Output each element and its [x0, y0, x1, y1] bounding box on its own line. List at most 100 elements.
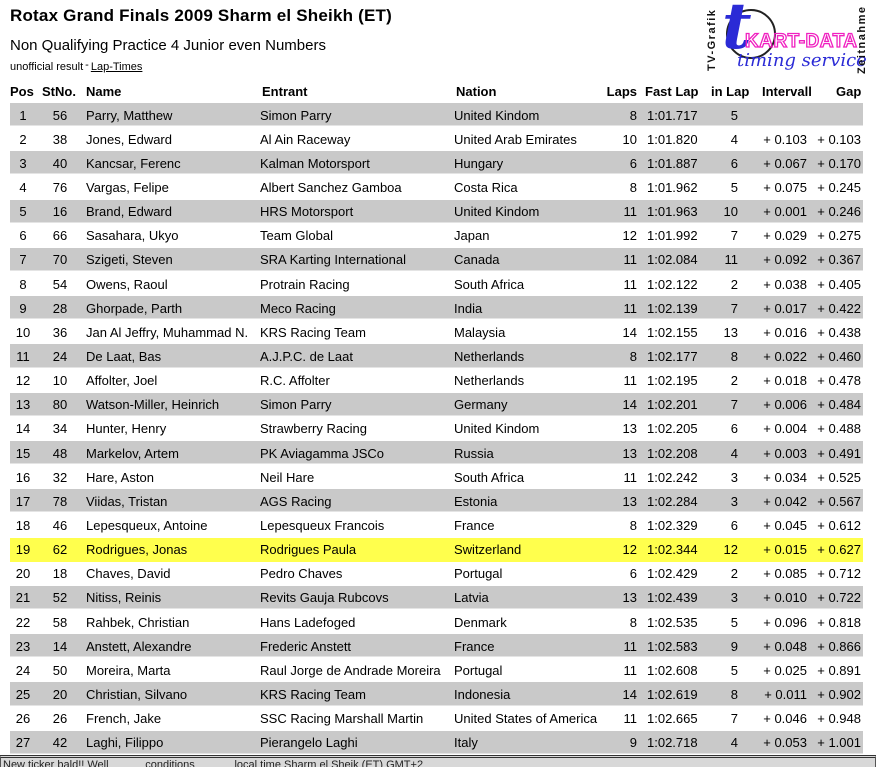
cell-name: Affolter, Joel	[86, 373, 158, 389]
cell-gap: + 0.612	[817, 517, 861, 533]
cell-intervall: + 0.011	[764, 686, 807, 702]
cell-stno: 28	[52, 300, 68, 316]
cell-fast-lap: 1:01.820	[647, 131, 698, 147]
cell-name: Rahbek, Christian	[86, 614, 190, 630]
cell-laps: 11	[623, 638, 638, 654]
cell-gap: + 0.491	[817, 445, 861, 461]
cell-stno: 20	[52, 686, 68, 702]
cell-fast-lap: 1:02.344	[647, 542, 698, 558]
cell-intervall: + 0.003	[763, 445, 807, 461]
cell-in-lap: 7	[730, 300, 738, 316]
cell-laps: 10	[622, 131, 637, 147]
cell-intervall: + 0.053	[763, 735, 807, 751]
cell-laps: 11	[623, 662, 638, 678]
cell-nation: United Arab Emirates	[454, 131, 577, 147]
cell-intervall: + 0.075	[763, 179, 807, 195]
cell-gap: + 0.246	[817, 204, 861, 220]
cell-gap: + 0.422	[817, 300, 861, 316]
cell-laps: 11	[623, 300, 638, 316]
cell-stno: 62	[52, 542, 68, 558]
cell-in-lap: 3	[730, 590, 738, 606]
cell-nation: South Africa	[454, 276, 525, 292]
cell-fast-lap: 1:02.329	[647, 517, 698, 533]
cell-fast-lap: 1:01.962	[647, 179, 698, 195]
table-row: 17 78 Viidas, Tristan AGS Racing Estonia 13 1:…	[10, 489, 863, 514]
cell-stno: 52	[52, 590, 68, 606]
cell-entrant: Raul Jorge de Andrade Moreira	[260, 662, 441, 678]
cell-fast-lap: 1:02.155	[647, 324, 698, 340]
cell-gap: + 0.405	[817, 276, 861, 292]
cell-entrant: Pedro Chaves	[260, 566, 343, 582]
cell-nation: Malaysia	[454, 324, 506, 340]
table-row: 1 56 Parry, Matthew Simon Parry United Kindo…	[10, 103, 863, 128]
logo-t-icon: t	[722, 0, 752, 64]
cell-laps: 11	[623, 276, 638, 292]
cell-name: Owens, Raoul	[86, 276, 168, 292]
cell-intervall: + 0.034	[763, 469, 807, 485]
cell-name: Jan Al Jeffry, Muhammad N.	[86, 324, 249, 340]
cell-intervall: + 0.016	[763, 324, 807, 340]
cell-stno: 76	[52, 179, 68, 195]
column-header-stno: StNo.	[42, 84, 76, 99]
zeitnahme-label: Zeitnahme	[856, 5, 868, 75]
column-header-name: Name	[86, 84, 122, 99]
cell-entrant: Team Global	[260, 228, 333, 244]
cell-intervall: + 0.038	[763, 276, 807, 292]
cell-in-lap: 9	[730, 638, 738, 654]
cell-nation: Portugal	[454, 566, 503, 582]
cell-nation: Hungary	[454, 155, 504, 171]
cell-name: Markelov, Artem	[86, 445, 179, 461]
cell-intervall: + 0.048	[763, 638, 807, 654]
cell-gap: + 1.001	[817, 735, 861, 751]
cell-gap: + 0.712	[817, 566, 861, 582]
cell-fast-lap: 1:02.583	[647, 638, 698, 654]
cell-stno: 40	[52, 155, 68, 171]
table-row: 21 52 Nitiss, Reinis Revits Gauja Rubcovs La…	[10, 585, 863, 610]
table-row: 16 32 Hare, Aston Neil Hare South Africa 11 1:…	[10, 465, 863, 489]
cell-fast-lap: 1:02.139	[647, 300, 698, 316]
table-row: 14 34 Hunter, Henry Strawberry Racing United…	[10, 417, 863, 441]
cell-fast-lap: 1:02.665	[647, 711, 698, 727]
cell-entrant: HRS Motorsport	[260, 204, 354, 220]
cell-pos: 2	[19, 131, 27, 147]
cell-laps: 8	[629, 614, 637, 630]
cell-entrant: SSC Racing Marshall Martin	[260, 711, 424, 727]
cell-nation: United Kindom	[454, 204, 540, 220]
cell-gap: + 0.103	[817, 131, 861, 147]
cell-entrant: Strawberry Racing	[260, 421, 367, 437]
cell-nation: France	[454, 638, 495, 654]
cell-stno: 36	[52, 324, 68, 340]
cell-stno: 26	[52, 711, 68, 727]
cell-gap: + 0.866	[817, 638, 861, 654]
table-row: 18 46 Lepesqueux, Antoine Lepesqueux Franco…	[10, 513, 863, 537]
cell-pos: 6	[19, 228, 27, 244]
result-status-line: unofficial result - Lap-Times	[10, 59, 142, 73]
cell-nation: Estonia	[454, 493, 498, 509]
cell-in-lap: 8	[730, 348, 738, 364]
cell-gap: + 0.478	[817, 373, 861, 389]
cell-in-lap: 3	[730, 493, 738, 509]
cell-in-lap: 6	[730, 155, 738, 171]
cell-in-lap: 5	[730, 179, 738, 195]
cell-entrant: Meco Racing	[260, 300, 336, 316]
cell-entrant: Lepesqueux Francois	[260, 517, 385, 533]
table-row: 3 40 Kancsar, Ferenc Kalman Motorsport Hunga…	[10, 151, 863, 176]
cell-gap: + 0.627	[817, 542, 861, 558]
cell-in-lap: 7	[730, 711, 738, 727]
cell-nation: Costa Rica	[454, 179, 518, 195]
table-row: 6 66 Sasahara, Ukyo Team Global Japan 12 1:01.…	[10, 224, 863, 248]
table-row: 25 20 Christian, Silvano KRS Racing Team Ind…	[10, 682, 863, 707]
cell-laps: 11	[623, 469, 638, 485]
cell-fast-lap: 1:01.717	[647, 107, 698, 123]
cell-nation: Indonesia	[454, 686, 511, 702]
cell-intervall: + 0.092	[763, 252, 807, 268]
cell-nation: Japan	[454, 228, 490, 244]
lap-times-link[interactable]: Lap-Times	[90, 61, 143, 73]
cell-stno: 32	[52, 469, 68, 485]
cell-pos: 21	[15, 590, 31, 606]
cell-laps: 13	[622, 421, 637, 437]
cell-stno: 34	[52, 421, 68, 437]
cell-stno: 56	[52, 107, 68, 123]
table-row: 27 42 Laghi, Filippo Pierangelo Laghi Italy 9…	[10, 730, 863, 755]
cell-entrant: Frederic Anstett	[260, 638, 352, 654]
